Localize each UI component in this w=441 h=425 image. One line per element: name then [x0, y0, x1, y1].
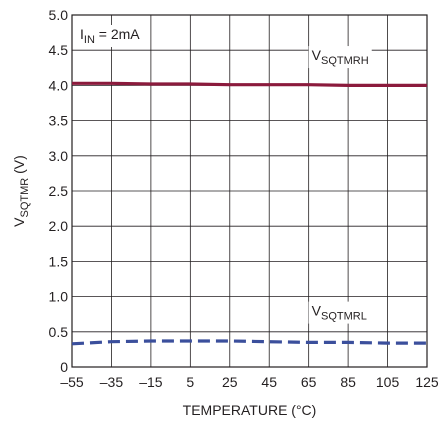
y-tick-label: 5.0: [49, 7, 69, 23]
annotation-sub: IN: [84, 34, 95, 46]
y-tick-label: 4.0: [49, 77, 69, 93]
y-tick-label: 4.5: [49, 42, 69, 58]
y-tick-label: 0.5: [49, 324, 69, 340]
x-tick-label: 25: [222, 374, 238, 390]
series-group: [72, 83, 427, 344]
x-tick-label: 105: [376, 374, 400, 390]
x-tick-label: –15: [139, 374, 163, 390]
y-tick-label: 2.0: [49, 218, 69, 234]
x-tick-label: 65: [301, 374, 317, 390]
y-tick-label: 1.0: [49, 289, 69, 305]
series-line-1: [72, 341, 427, 344]
y-axis-title-tail: (V): [11, 155, 27, 178]
y-tick-labels: 0 0.5 1.0 1.5 2.0 2.5 3.0 3.5 4.0 4.5 5.0: [49, 7, 69, 375]
y-tick-label: 1.5: [49, 253, 69, 269]
x-tick-label: 85: [340, 374, 356, 390]
x-tick-label: 5: [186, 374, 194, 390]
series-label-high-sub: SQTMRH: [321, 55, 369, 67]
y-tick-label: 3.5: [49, 113, 69, 129]
series-label-low-sub: SQTMRL: [321, 311, 367, 323]
grid: [72, 15, 427, 367]
x-tick-label: 125: [415, 374, 439, 390]
annotation-tail: = 2mA: [95, 26, 140, 42]
y-axis-title: VSQTMR (V): [11, 155, 31, 227]
x-tick-labels: –55 –35 –15 5 25 45 65 85 105 125: [60, 374, 439, 390]
x-tick-label: –35: [100, 374, 124, 390]
x-tick-label: 45: [261, 374, 277, 390]
y-tick-label: 0: [60, 359, 68, 375]
x-tick-label: –55: [60, 374, 84, 390]
series-line-0: [72, 83, 427, 85]
x-axis-title: TEMPERATURE (°C): [183, 402, 317, 418]
y-tick-label: 2.5: [49, 183, 69, 199]
y-tick-label: 3.0: [49, 148, 69, 164]
y-axis-title-sub: SQTMR: [19, 178, 31, 218]
